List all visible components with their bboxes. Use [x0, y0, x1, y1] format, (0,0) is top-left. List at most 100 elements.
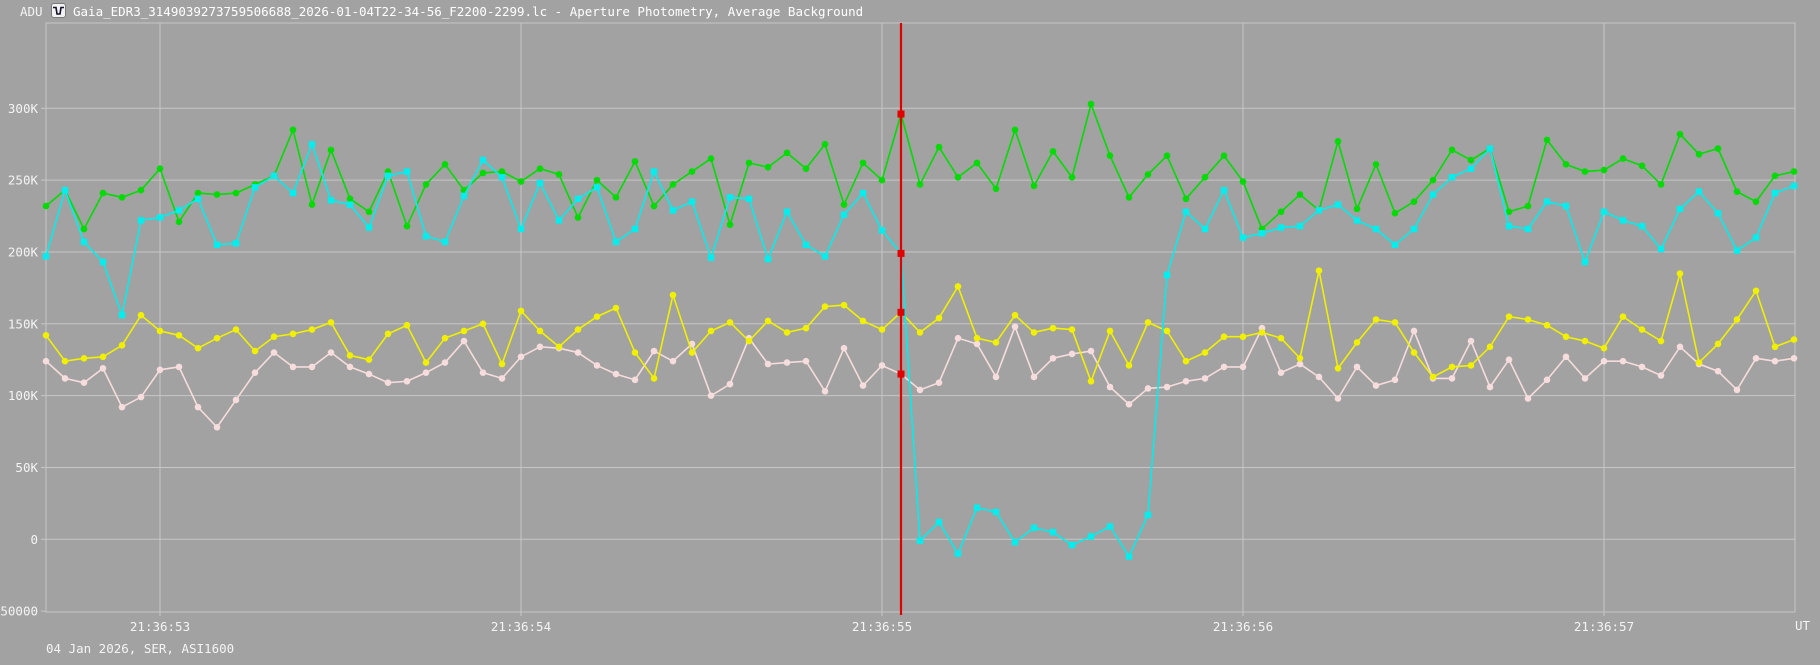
- frame-cursor-marker[interactable]: [897, 308, 905, 316]
- target-green-point[interactable]: [1277, 208, 1285, 216]
- target-yellow-point[interactable]: [1163, 327, 1171, 335]
- target-green-point[interactable]: [156, 165, 164, 172]
- target-pink-point[interactable]: [441, 359, 449, 366]
- target-cyan-point[interactable]: [517, 225, 525, 233]
- target-cyan-point[interactable]: [80, 238, 88, 246]
- target-yellow-point[interactable]: [517, 307, 525, 315]
- target-yellow-point[interactable]: [536, 327, 544, 335]
- target-pink-point[interactable]: [61, 375, 69, 382]
- target-pink-point[interactable]: [1752, 354, 1760, 362]
- target-pink-point[interactable]: [1296, 360, 1304, 368]
- target-pink-point[interactable]: [593, 362, 601, 369]
- target-pink-point[interactable]: [802, 357, 810, 365]
- target-cyan-point[interactable]: [783, 208, 791, 215]
- target-yellow-point[interactable]: [1258, 329, 1266, 336]
- target-yellow-point[interactable]: [707, 327, 715, 335]
- target-cyan-point[interactable]: [1733, 247, 1741, 254]
- target-cyan-point[interactable]: [1714, 209, 1722, 217]
- target-yellow-point[interactable]: [1068, 326, 1076, 333]
- target-yellow-point[interactable]: [593, 313, 601, 320]
- target-green-point[interactable]: [1714, 145, 1722, 152]
- target-yellow-point[interactable]: [1049, 324, 1057, 332]
- target-cyan-point[interactable]: [1429, 191, 1437, 198]
- target-cyan-point[interactable]: [251, 184, 259, 191]
- target-cyan-point[interactable]: [878, 227, 886, 234]
- target-pink-point[interactable]: [403, 377, 411, 385]
- target-pink-point[interactable]: [384, 379, 392, 387]
- target-pink-point[interactable]: [707, 392, 715, 399]
- target-cyan-point[interactable]: [1486, 145, 1494, 152]
- target-cyan-point[interactable]: [1144, 511, 1152, 519]
- target-yellow-point[interactable]: [783, 329, 791, 336]
- target-cyan-point[interactable]: [1258, 230, 1266, 237]
- target-green-point[interactable]: [954, 173, 962, 181]
- target-cyan-point[interactable]: [726, 194, 734, 201]
- target-yellow-point[interactable]: [251, 347, 259, 355]
- target-yellow-point[interactable]: [1106, 327, 1114, 335]
- target-cyan-point[interactable]: [1296, 222, 1304, 230]
- target-yellow-point[interactable]: [479, 320, 487, 328]
- target-yellow-point[interactable]: [1752, 287, 1760, 295]
- target-yellow-point[interactable]: [688, 349, 696, 356]
- target-green-point[interactable]: [1752, 198, 1760, 205]
- target-green-point[interactable]: [498, 168, 506, 175]
- target-green-point[interactable]: [403, 222, 411, 230]
- target-cyan-point[interactable]: [1182, 208, 1190, 215]
- target-pink-point[interactable]: [1733, 386, 1741, 394]
- target-pink-point[interactable]: [498, 375, 506, 382]
- target-yellow-point[interactable]: [498, 360, 506, 368]
- target-green-point[interactable]: [1068, 173, 1076, 181]
- target-cyan-point[interactable]: [213, 241, 221, 248]
- target-cyan-point[interactable]: [1391, 241, 1399, 248]
- target-pink-point[interactable]: [1372, 382, 1380, 389]
- target-pink-point[interactable]: [1125, 400, 1133, 408]
- target-cyan-point[interactable]: [555, 217, 563, 224]
- target-yellow-point[interactable]: [42, 331, 50, 339]
- target-cyan-point[interactable]: [1334, 201, 1342, 208]
- target-cyan-point[interactable]: [441, 238, 449, 246]
- target-pink-point[interactable]: [726, 380, 734, 388]
- target-cyan-point[interactable]: [1353, 217, 1361, 224]
- target-pink-point[interactable]: [1106, 383, 1114, 391]
- target-cyan-point[interactable]: [802, 241, 810, 248]
- target-yellow-point[interactable]: [1220, 333, 1228, 341]
- target-cyan-point[interactable]: [460, 192, 468, 200]
- target-yellow-point[interactable]: [745, 337, 753, 345]
- target-pink-point[interactable]: [194, 403, 202, 411]
- target-cyan-point[interactable]: [764, 255, 772, 263]
- target-yellow-point[interactable]: [1372, 316, 1380, 323]
- target-pink-point[interactable]: [1562, 353, 1570, 361]
- target-cyan-point[interactable]: [707, 254, 715, 261]
- target-pink-point[interactable]: [1714, 367, 1722, 375]
- target-green-point[interactable]: [1296, 191, 1304, 198]
- target-green-point[interactable]: [783, 149, 791, 157]
- target-pink-point[interactable]: [327, 349, 335, 356]
- target-cyan-point[interactable]: [916, 537, 924, 544]
- target-yellow-point[interactable]: [403, 321, 411, 329]
- target-cyan-point[interactable]: [1372, 225, 1380, 233]
- target-pink-point[interactable]: [42, 357, 50, 365]
- target-pink-point[interactable]: [840, 344, 848, 352]
- target-cyan-point[interactable]: [1695, 188, 1703, 195]
- target-cyan-point[interactable]: [1277, 224, 1285, 231]
- target-green-point[interactable]: [1334, 138, 1342, 145]
- target-green-point[interactable]: [802, 165, 810, 172]
- target-yellow-point[interactable]: [1733, 316, 1741, 323]
- target-cyan-point[interactable]: [42, 253, 50, 260]
- target-pink-point[interactable]: [859, 382, 867, 389]
- target-cyan-point[interactable]: [992, 508, 1000, 516]
- target-yellow-point[interactable]: [1315, 267, 1323, 274]
- target-green-point[interactable]: [1429, 176, 1437, 184]
- target-green-point[interactable]: [441, 161, 449, 168]
- target-yellow-point[interactable]: [422, 359, 430, 366]
- target-cyan-point[interactable]: [1752, 234, 1760, 241]
- target-cyan-point[interactable]: [745, 195, 753, 203]
- target-green-point[interactable]: [1410, 198, 1418, 205]
- target-yellow-point[interactable]: [1790, 336, 1798, 343]
- target-green-point[interactable]: [422, 181, 430, 188]
- target-yellow-point[interactable]: [1334, 365, 1342, 372]
- target-green-point[interactable]: [650, 202, 658, 210]
- target-cyan-point[interactable]: [1315, 207, 1323, 214]
- frame-cursor-marker[interactable]: [897, 249, 905, 257]
- target-cyan-point[interactable]: [1638, 222, 1646, 230]
